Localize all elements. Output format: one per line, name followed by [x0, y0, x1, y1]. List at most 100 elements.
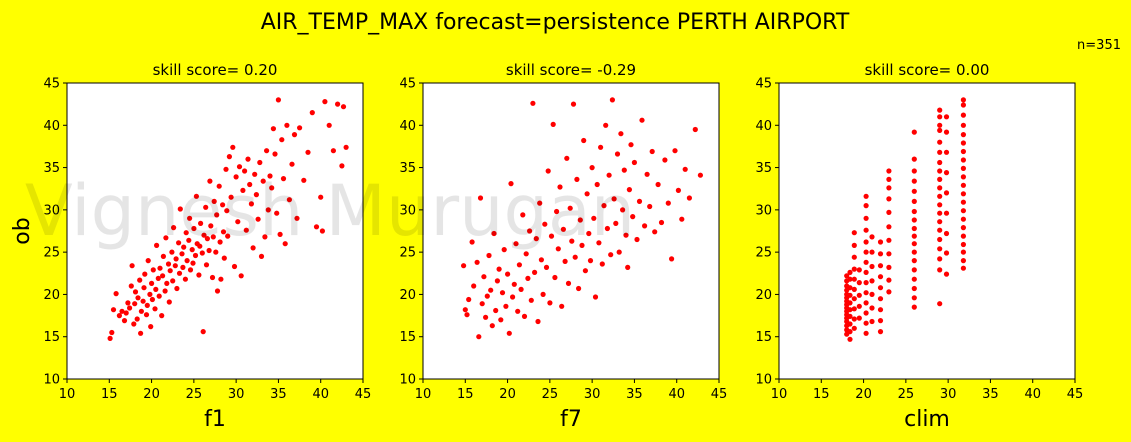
data-point [697, 172, 704, 178]
x-axis-label: clim [904, 407, 950, 432]
data-point [669, 256, 675, 262]
data-point [208, 223, 214, 229]
data-point [886, 237, 892, 243]
data-point [639, 117, 645, 123]
data-point [642, 223, 648, 229]
data-point [569, 238, 575, 244]
data-point [110, 307, 117, 313]
data-point [190, 260, 196, 266]
data-point [594, 181, 600, 188]
data-point [129, 263, 135, 269]
data-point [221, 255, 227, 261]
data-point [119, 308, 125, 314]
data-point [267, 173, 273, 179]
data-point [335, 101, 341, 107]
data-point [123, 310, 129, 316]
data-point [121, 318, 128, 324]
data-point [869, 249, 875, 255]
plot-area [67, 83, 363, 379]
data-point [559, 303, 565, 309]
data-point [960, 157, 967, 163]
data-point [537, 200, 543, 206]
data-point [844, 273, 850, 279]
data-point [182, 276, 188, 282]
data-point [258, 253, 265, 259]
data-point [937, 139, 943, 145]
data-point [649, 148, 655, 155]
data-point [253, 192, 259, 198]
x-tick-label: 15 [101, 387, 118, 402]
data-point [960, 97, 967, 103]
data-point [943, 250, 950, 256]
data-point [189, 247, 195, 253]
scatter-panel-3: 10 15 20 25 30 35 40 45 10 15 20 25 30 35 40 45 skill sc… [755, 61, 1083, 432]
data-point [252, 171, 258, 177]
data-point [235, 219, 241, 225]
data-point [132, 289, 139, 295]
data-point [270, 126, 276, 132]
data-point [937, 246, 943, 252]
data-point [960, 174, 967, 180]
data-point [286, 197, 292, 203]
data-point [682, 166, 688, 172]
data-point [572, 254, 578, 260]
data-point [847, 276, 853, 282]
data-point [477, 195, 484, 201]
data-point [943, 170, 950, 176]
data-point [692, 126, 698, 133]
data-point [652, 229, 658, 235]
data-point [181, 244, 187, 250]
y-tick-label: 40 [43, 119, 60, 134]
data-point [863, 249, 869, 255]
data-point [960, 182, 967, 188]
data-point [138, 330, 144, 336]
data-point [579, 242, 585, 248]
data-point [672, 148, 678, 154]
data-point [156, 293, 162, 299]
data-point [886, 168, 892, 174]
data-point [230, 144, 236, 150]
data-point [343, 144, 349, 150]
data-point [856, 267, 862, 273]
data-point [196, 272, 202, 278]
data-point [644, 171, 650, 177]
data-point [911, 188, 917, 194]
data-point [636, 198, 643, 204]
data-point [851, 316, 857, 322]
data-point [686, 195, 693, 201]
x-tick-label: 35 [270, 387, 287, 402]
data-point [550, 121, 556, 127]
data-point [886, 185, 892, 191]
data-point [339, 163, 345, 169]
data-point [150, 267, 156, 273]
scatter-panels: 10 15 20 25 30 35 40 45 10 15 20 25 30 35 40 45 skill sc… [10, 61, 1083, 432]
data-point [140, 298, 146, 304]
x-tick-label: 10 [415, 387, 432, 402]
data-point [160, 253, 166, 259]
data-point [665, 200, 671, 206]
data-point [274, 210, 280, 216]
data-point [162, 288, 168, 294]
data-point [322, 99, 328, 105]
data-point [469, 239, 475, 245]
data-point [228, 194, 234, 200]
data-point [943, 190, 950, 196]
data-point [658, 219, 665, 226]
data-point [851, 306, 857, 312]
data-point [184, 258, 190, 264]
x-tick-label: 10 [771, 387, 788, 402]
data-point [937, 176, 943, 182]
data-point [297, 125, 303, 131]
data-point [191, 225, 197, 232]
data-point [508, 181, 514, 187]
data-point [960, 148, 967, 155]
data-point [217, 239, 223, 245]
data-point [496, 266, 502, 272]
data-point [471, 283, 477, 289]
data-point [877, 329, 884, 335]
data-point [142, 271, 148, 277]
data-point [223, 166, 229, 172]
data-point [613, 220, 619, 226]
data-point [589, 165, 595, 171]
data-point [911, 295, 917, 301]
